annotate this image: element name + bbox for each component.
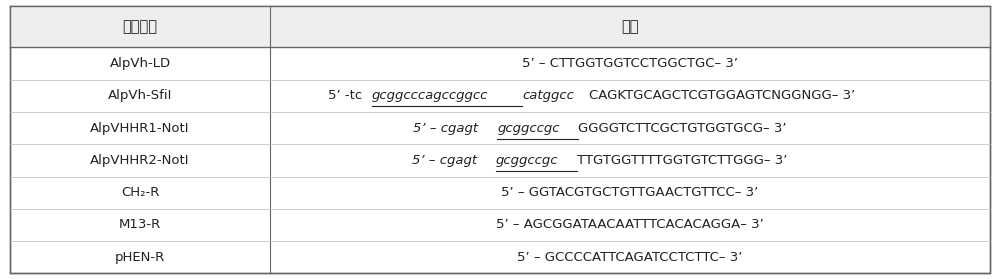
Text: AlpVHHR1-NotI: AlpVHHR1-NotI: [90, 122, 190, 135]
Text: 5’ – CTTGGTGGTCCTGGCTGC– 3’: 5’ – CTTGGTGGTCCTGGCTGC– 3’: [522, 57, 738, 70]
Text: CH₂-R: CH₂-R: [121, 186, 159, 199]
Text: 5’ – AGCGGATAACAATTTCACACAGGA– 3’: 5’ – AGCGGATAACAATTTCACACAGGA– 3’: [496, 218, 764, 232]
Text: TTGTGGTTTTGGTGTCTTGGG– 3’: TTGTGGTTTTGGTGTCTTGGG– 3’: [577, 154, 787, 167]
Text: 序列: 序列: [621, 19, 639, 34]
Text: gcggccgc: gcggccgc: [497, 122, 560, 135]
Text: GGGGTCTTCGCTGTGGTGCG– 3’: GGGGTCTTCGCTGTGGTGCG– 3’: [578, 122, 786, 135]
Text: catggcc: catggcc: [522, 89, 574, 102]
Text: M13-R: M13-R: [119, 218, 161, 232]
Text: AlpVHHR2-NotI: AlpVHHR2-NotI: [90, 154, 190, 167]
Text: 5’ – GGTACGTGCTGTTGAACTGTTCC– 3’: 5’ – GGTACGTGCTGTTGAACTGTTCC– 3’: [501, 186, 759, 199]
Text: 5’ – GCCCCATTCAGATCCTCTTC– 3’: 5’ – GCCCCATTCAGATCCTCTTC– 3’: [517, 251, 743, 264]
Text: AlpVh-SfiI: AlpVh-SfiI: [108, 89, 172, 102]
Text: AlpVh-LD: AlpVh-LD: [109, 57, 171, 70]
Text: 引物名称: 引物名称: [122, 19, 158, 34]
Text: gcggcccagccggcc: gcggcccagccggcc: [372, 89, 488, 102]
Text: gcggccgc: gcggccgc: [496, 154, 558, 167]
Text: 5’ – cgagt: 5’ – cgagt: [413, 122, 478, 135]
Text: 5’ – cgagt: 5’ – cgagt: [412, 154, 477, 167]
Text: CAGKTGCAGCTCGTGGAGTCNGGNGG– 3’: CAGKTGCAGCTCGTGGAGTCNGGNGG– 3’: [589, 89, 855, 102]
Bar: [10, 6, 990, 47]
Text: 5’ -tc: 5’ -tc: [328, 89, 362, 102]
Text: pHEN-R: pHEN-R: [115, 251, 165, 264]
